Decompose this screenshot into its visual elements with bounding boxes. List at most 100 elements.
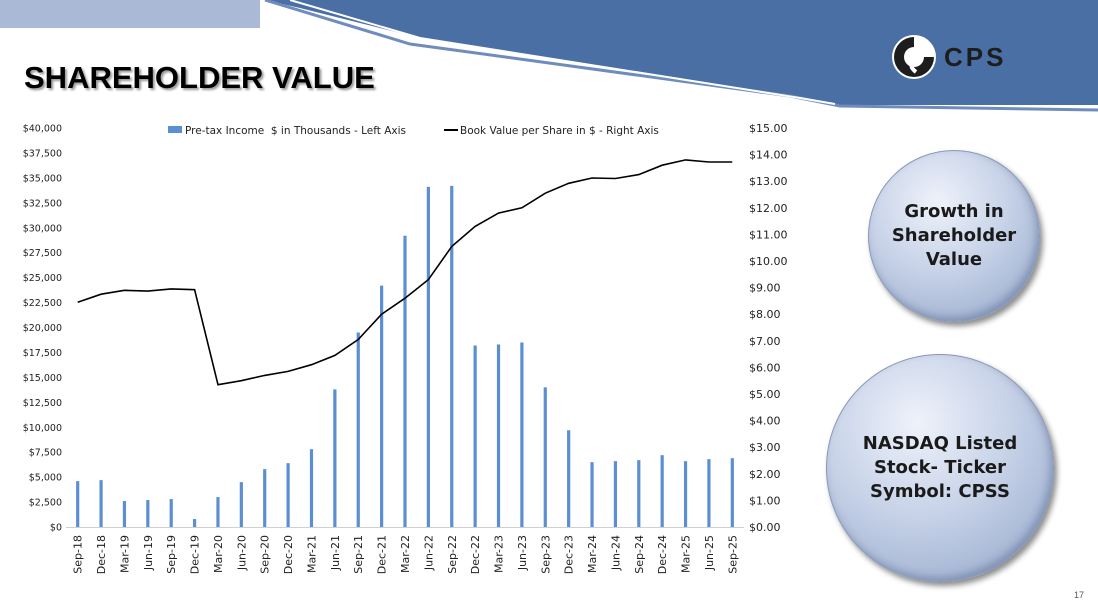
y-left-tick-label: $32,500 bbox=[23, 198, 62, 209]
bar bbox=[613, 461, 618, 527]
nasdaq-bubble: NASDAQ Listed Stock- Ticker Symbol: CPSS bbox=[826, 354, 1054, 582]
y-right-tick-label: $4.00 bbox=[749, 415, 781, 428]
bar bbox=[286, 463, 290, 527]
bar bbox=[216, 497, 220, 527]
shareholder-value-chart: Pre-tax Income $ in Thousands - Left Axi… bbox=[23, 122, 788, 574]
bar bbox=[99, 480, 103, 527]
y-left-tick-label: $22,500 bbox=[23, 298, 62, 309]
y-right-tick-label: $8.00 bbox=[749, 308, 781, 321]
x-tick-label: Mar-24 bbox=[586, 535, 599, 573]
cps-logo: CPS bbox=[892, 35, 1006, 79]
bar bbox=[333, 389, 337, 527]
nasdaq-bubble-text: NASDAQ Listed Stock- Ticker Symbol: CPSS bbox=[862, 432, 1018, 503]
y-left-tick-label: $15,000 bbox=[23, 373, 62, 384]
bar bbox=[76, 481, 80, 527]
bar bbox=[660, 455, 664, 527]
x-tick-label: Dec-19 bbox=[189, 535, 202, 574]
bar bbox=[450, 185, 454, 527]
bar-series bbox=[76, 185, 734, 527]
cps-logo-swirl-inner bbox=[909, 48, 919, 74]
y-right-tick-label: $12.00 bbox=[749, 202, 788, 215]
y-left-tick-label: $17,500 bbox=[23, 348, 62, 359]
x-tick-label: Sep-23 bbox=[539, 535, 552, 574]
bar bbox=[567, 430, 571, 527]
y-left-tick-label: $40,000 bbox=[23, 124, 62, 135]
legend-bar-swatch bbox=[168, 126, 182, 133]
y-right-tick-label: $3.00 bbox=[749, 441, 781, 454]
y-left-tick-label: $7,500 bbox=[29, 448, 62, 459]
growth-bubble-text: Growth in Shareholder Value bbox=[891, 200, 1017, 271]
x-tick-label: Jun-20 bbox=[235, 535, 248, 571]
x-tick-label: Jun-21 bbox=[329, 535, 342, 571]
bar bbox=[520, 342, 524, 527]
x-tick-label: Jun-25 bbox=[703, 535, 716, 571]
x-tick-label: Dec-24 bbox=[656, 535, 669, 574]
bar bbox=[590, 462, 594, 527]
x-tick-label: Mar-22 bbox=[399, 535, 412, 573]
bar bbox=[192, 519, 197, 527]
bar bbox=[637, 460, 641, 527]
x-tick-label: Sep-25 bbox=[726, 535, 739, 574]
x-tick-label: Sep-19 bbox=[165, 535, 178, 574]
line-series bbox=[77, 159, 733, 386]
y-right-tick-label: $7.00 bbox=[749, 335, 781, 348]
x-tick-label: Sep-18 bbox=[72, 535, 85, 574]
y-left-tick-label: $27,500 bbox=[23, 248, 62, 259]
y-left-tick-label: $0 bbox=[50, 523, 62, 534]
book-value-line bbox=[77, 159, 733, 386]
y-right-tick-label: $11.00 bbox=[749, 228, 788, 241]
x-tick-label: Jun-23 bbox=[516, 535, 529, 571]
legend-line-label: Book Value per Share in $ - Right Axis bbox=[460, 125, 659, 137]
bar bbox=[263, 469, 267, 527]
y-left-tick-label: $37,500 bbox=[23, 148, 62, 159]
x-axis: Sep-18 Dec-18 Mar-19 Jun-19 Sep-19 Dec-19 Mar-… bbox=[66, 527, 744, 574]
bar bbox=[683, 461, 688, 527]
y-right-tick-label: $5.00 bbox=[749, 388, 781, 401]
bar bbox=[356, 332, 360, 527]
x-tick-label: Sep-22 bbox=[446, 535, 459, 574]
y-left-tick-label: $2,500 bbox=[29, 498, 62, 509]
x-tick-label: Sep-20 bbox=[259, 535, 272, 574]
y-left-tick-label: $30,000 bbox=[23, 223, 62, 234]
bar bbox=[309, 449, 314, 527]
y-right-tick-label: $6.00 bbox=[749, 361, 781, 374]
x-tick-label: Dec-18 bbox=[95, 535, 108, 574]
y-axis-right: $0.00 $1.00 $2.00 $3.00 $4.00 $5.00 $6.00 $7.00… bbox=[749, 122, 788, 534]
x-tick-label: Dec-21 bbox=[376, 535, 389, 574]
bar bbox=[403, 235, 407, 527]
x-tick-label: Jun-22 bbox=[422, 535, 435, 571]
y-right-tick-label: $0.00 bbox=[749, 521, 781, 534]
y-left-tick-label: $5,000 bbox=[29, 473, 62, 484]
page-title: SHAREHOLDER VALUE bbox=[24, 60, 375, 95]
banner-edge-line-inner bbox=[289, 0, 836, 105]
y-left-tick-label: $35,000 bbox=[23, 173, 62, 184]
banner-dark-band bbox=[265, 0, 1098, 105]
x-tick-label: Jun-19 bbox=[142, 535, 155, 571]
y-right-tick-label: $14.00 bbox=[749, 149, 788, 162]
x-tick-label: Mar-23 bbox=[493, 535, 506, 573]
y-right-tick-label: $1.00 bbox=[749, 494, 781, 507]
cps-logo-text: CPS bbox=[944, 42, 1006, 72]
cps-logo-swirl bbox=[894, 37, 934, 77]
legend-bar-label: Pre-tax Income $ in Thousands - Left Axi… bbox=[185, 125, 406, 137]
y-left-tick-label: $12,500 bbox=[23, 398, 62, 409]
banner-light-band bbox=[0, 0, 260, 28]
y-right-tick-label: $13.00 bbox=[749, 175, 788, 188]
y-left-tick-label: $25,000 bbox=[23, 273, 62, 284]
chart-legend: Pre-tax Income $ in Thousands - Left Axi… bbox=[168, 125, 659, 137]
bar bbox=[496, 344, 501, 527]
bar bbox=[707, 459, 711, 527]
y-right-tick-label: $2.00 bbox=[749, 468, 781, 481]
x-tick-label: Sep-24 bbox=[633, 535, 646, 574]
x-tick-label: Dec-20 bbox=[282, 535, 295, 574]
bar bbox=[543, 387, 547, 527]
growth-bubble: Growth in Shareholder Value bbox=[868, 150, 1040, 322]
bar bbox=[473, 345, 477, 527]
bar bbox=[122, 501, 127, 527]
y-axis-left: $0 $2,500 $5,000 $7,500 $10,000 $12,500 $15,00… bbox=[23, 124, 62, 534]
bar bbox=[146, 500, 150, 527]
x-tick-label: Mar-20 bbox=[212, 535, 225, 573]
bar bbox=[730, 458, 734, 527]
x-tick-label: Dec-22 bbox=[469, 535, 482, 574]
x-tick-label: Mar-19 bbox=[118, 535, 131, 573]
